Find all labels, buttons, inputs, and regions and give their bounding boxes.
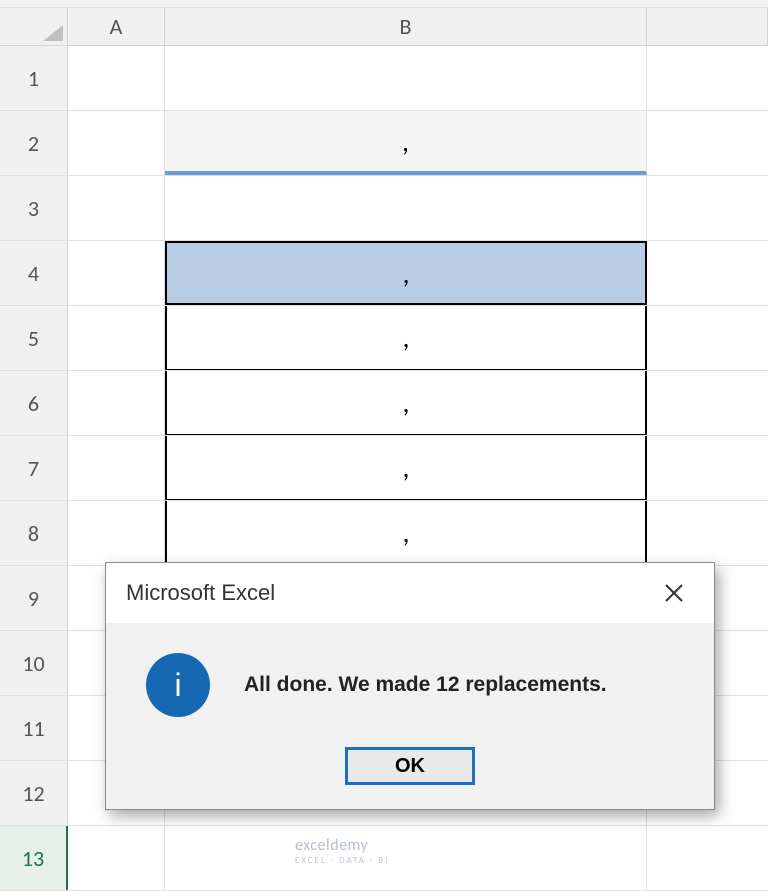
cell-B5[interactable]: ,	[165, 306, 647, 370]
cell-B7[interactable]: ,	[165, 436, 647, 500]
cell-B6[interactable]: ,	[165, 371, 647, 435]
cell-rest-6[interactable]	[647, 371, 768, 435]
cell-rest-8[interactable]	[647, 501, 768, 565]
cell-A4[interactable]	[68, 241, 165, 305]
cell-B4-table-header[interactable]: ,	[165, 241, 647, 305]
info-icon: i	[146, 653, 210, 717]
row-3: 3	[0, 176, 768, 241]
row-header-2[interactable]: 2	[0, 111, 68, 175]
row-header-3[interactable]: 3	[0, 176, 68, 240]
cell-B1[interactable]	[165, 46, 647, 110]
cell-A5[interactable]	[68, 306, 165, 370]
close-icon[interactable]	[654, 573, 694, 613]
cell-rest-4[interactable]	[647, 241, 768, 305]
row-4: 4 ,	[0, 241, 768, 306]
row-5: 5 ,	[0, 306, 768, 371]
watermark-sub: EXCEL · DATA · BI	[295, 855, 389, 866]
cell-rest-13[interactable]	[647, 826, 768, 890]
cell-B2-banner[interactable]: ,	[165, 111, 647, 175]
row-header-4[interactable]: 4	[0, 241, 68, 305]
cell-A3[interactable]	[68, 176, 165, 240]
dialog-message: All done. We made 12 replacements.	[244, 673, 607, 697]
message-dialog: Microsoft Excel i All done. We made 12 r…	[105, 562, 715, 810]
row-header-5[interactable]: 5	[0, 306, 68, 370]
row-2: 2 ,	[0, 111, 768, 176]
cell-rest-5[interactable]	[647, 306, 768, 370]
row-header-13[interactable]: 13	[0, 826, 68, 890]
select-all-triangle[interactable]	[0, 8, 68, 45]
dialog-titlebar: Microsoft Excel	[106, 563, 714, 623]
cell-B8[interactable]: ,	[165, 501, 647, 565]
cell-rest-3[interactable]	[647, 176, 768, 240]
ribbon-placeholder	[0, 0, 768, 8]
watermark-main: exceldemy	[295, 836, 368, 855]
row-header-6[interactable]: 6	[0, 371, 68, 435]
dialog-body: i All done. We made 12 replacements.	[106, 623, 714, 737]
row-header-10[interactable]: 10	[0, 631, 68, 695]
ok-button[interactable]: OK	[345, 747, 475, 785]
row-header-9[interactable]: 9	[0, 566, 68, 630]
column-header-A[interactable]: A	[68, 8, 165, 45]
row-8: 8 ,	[0, 501, 768, 566]
row-header-12[interactable]: 12	[0, 761, 68, 825]
row-6: 6 ,	[0, 371, 768, 436]
row-header-8[interactable]: 8	[0, 501, 68, 565]
column-header-row: A B	[0, 8, 768, 46]
cell-B3[interactable]	[165, 176, 647, 240]
column-header-rest[interactable]	[647, 8, 768, 45]
row-header-1[interactable]: 1	[0, 46, 68, 110]
cell-rest-2[interactable]	[647, 111, 768, 175]
cell-A2[interactable]	[68, 111, 165, 175]
row-header-11[interactable]: 11	[0, 696, 68, 760]
column-header-B[interactable]: B	[165, 8, 647, 45]
cell-A1[interactable]	[68, 46, 165, 110]
dialog-buttons: OK	[106, 737, 714, 809]
cell-A6[interactable]	[68, 371, 165, 435]
cell-rest-7[interactable]	[647, 436, 768, 500]
cell-A7[interactable]	[68, 436, 165, 500]
cell-A13[interactable]	[68, 826, 165, 890]
watermark: exceldemy EXCEL · DATA · BI	[295, 836, 389, 866]
cell-rest-1[interactable]	[647, 46, 768, 110]
row-7: 7 ,	[0, 436, 768, 501]
dialog-title-text: Microsoft Excel	[126, 580, 275, 606]
cell-B13[interactable]	[165, 826, 647, 890]
cell-A8[interactable]	[68, 501, 165, 565]
row-1: 1	[0, 46, 768, 111]
row-header-7[interactable]: 7	[0, 436, 68, 500]
